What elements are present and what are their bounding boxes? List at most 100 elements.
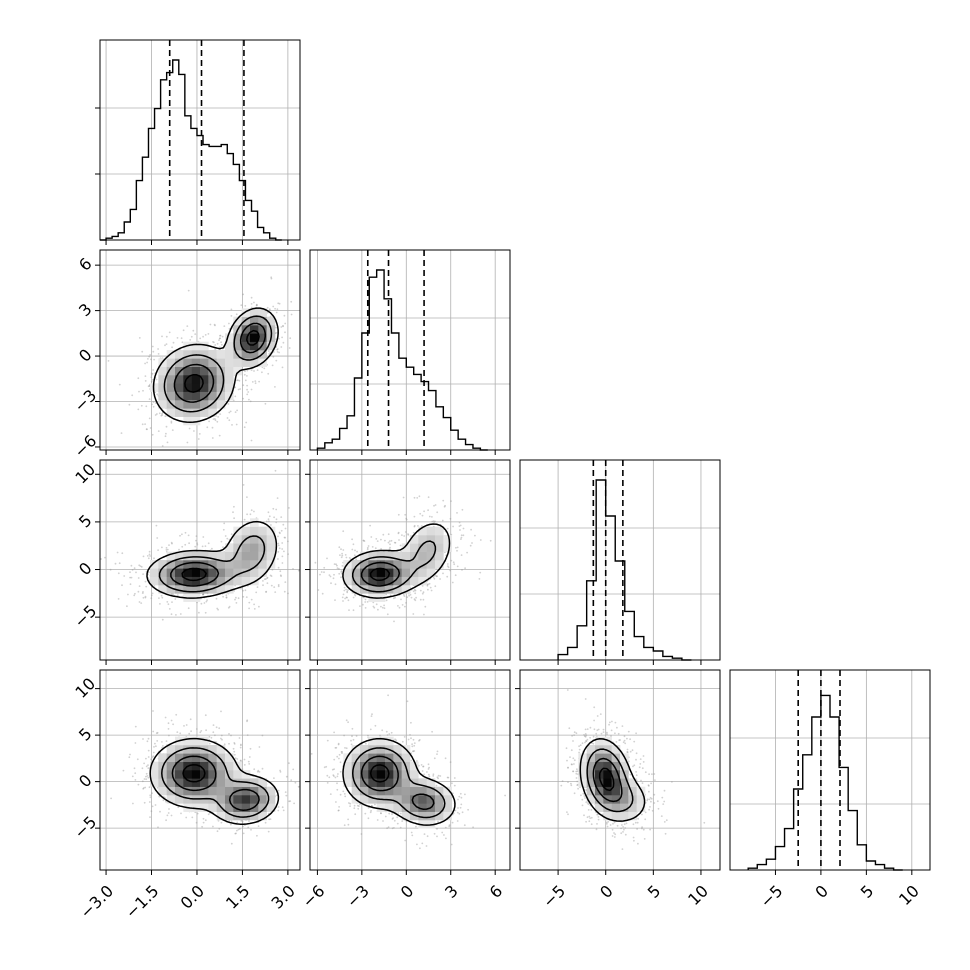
density-cell — [200, 761, 209, 771]
scatter-point — [410, 831, 413, 834]
scatter-point — [479, 539, 482, 541]
scatter-point — [137, 783, 140, 786]
scatter-point — [176, 731, 179, 733]
scatter-point — [154, 804, 157, 806]
scatter-point — [364, 601, 367, 603]
scatter-point — [139, 565, 142, 567]
scatter-point — [220, 821, 223, 824]
density-cell — [241, 325, 251, 334]
density-cell — [183, 576, 192, 586]
scatter-point — [464, 793, 466, 796]
scatter-point — [412, 750, 414, 753]
scatter-point — [401, 604, 404, 606]
density-cell — [208, 551, 217, 561]
scatter-point — [413, 744, 416, 747]
scatter-point — [340, 576, 342, 579]
scatter-point — [248, 601, 251, 604]
scatter-point — [165, 740, 168, 742]
scatter-point — [330, 582, 332, 585]
scatter-point — [248, 607, 251, 610]
scatter-point — [152, 730, 155, 733]
scatter-point — [218, 827, 221, 830]
scatter-point — [351, 727, 354, 730]
density-cell — [250, 358, 259, 367]
scatter-point — [230, 308, 233, 311]
density-cell — [200, 366, 209, 376]
scatter-point — [479, 571, 482, 574]
scatter-point — [232, 511, 234, 514]
density-cell — [166, 585, 176, 594]
scatter-point — [253, 768, 256, 771]
density-cell — [191, 408, 201, 417]
scatter-point — [179, 732, 182, 735]
scatter-point — [204, 334, 207, 336]
scatter-point — [345, 747, 348, 750]
scatter-point — [323, 766, 326, 769]
scatter-point — [453, 784, 456, 787]
scatter-point — [343, 589, 346, 592]
scatter-point — [284, 581, 287, 583]
density-cell — [225, 333, 234, 342]
scatter-point — [211, 547, 213, 550]
density-cell — [266, 543, 276, 552]
scatter-point — [413, 525, 416, 528]
scatter-point — [265, 520, 268, 523]
scatter-point — [342, 549, 345, 551]
scatter-point — [212, 825, 214, 828]
scatter-point — [230, 533, 233, 536]
scatter-point — [280, 346, 283, 348]
scatter-point — [349, 805, 351, 807]
scatter-point — [121, 584, 123, 587]
scatter-point — [172, 593, 175, 596]
scatter-point — [268, 353, 270, 355]
scatter-point — [187, 289, 190, 292]
scatter-point — [151, 372, 154, 375]
scatter-point — [217, 416, 220, 418]
density-cell — [175, 400, 184, 409]
scatter-point — [340, 556, 343, 559]
scatter-point — [280, 529, 283, 532]
density-cell — [225, 560, 234, 569]
scatter-point — [337, 743, 340, 746]
scatter-point — [161, 596, 164, 599]
scatter-point — [214, 348, 217, 351]
scatter-point — [233, 742, 236, 744]
density-cell — [216, 366, 226, 376]
density-cell — [166, 770, 176, 779]
scatter-point — [332, 577, 335, 580]
scatter-point — [151, 592, 154, 595]
scatter-point — [140, 602, 143, 604]
scatter-point — [290, 300, 293, 303]
density-cell — [233, 341, 242, 351]
scatter-point — [192, 329, 195, 332]
scatter-point — [161, 618, 164, 621]
scatter-point — [472, 826, 474, 829]
density-cell — [418, 568, 427, 577]
scatter-point — [236, 758, 239, 760]
scatter-point — [478, 578, 481, 580]
scatter-point — [129, 583, 132, 586]
scatter-point — [151, 433, 154, 436]
scatter-point — [276, 351, 279, 353]
scatter-point — [335, 801, 337, 803]
scatter-point — [342, 530, 345, 533]
scatter-point — [461, 569, 463, 571]
scatter-point — [153, 746, 155, 748]
scatter-point — [230, 842, 233, 845]
scatter-point — [406, 596, 409, 599]
density-cell — [250, 560, 259, 569]
scatter-point — [165, 432, 167, 435]
scatter-point — [166, 601, 169, 603]
scatter-point — [219, 413, 222, 415]
density-cell — [351, 786, 361, 796]
density-cell — [241, 350, 251, 359]
scatter-point — [144, 595, 147, 598]
scatter-point — [223, 325, 226, 327]
scatter-point — [172, 723, 175, 726]
scatter-point — [196, 542, 199, 545]
scatter-point — [290, 313, 293, 316]
scatter-point — [274, 307, 276, 310]
scatter-point — [188, 542, 191, 545]
scatter-point — [267, 350, 270, 352]
scatter-point — [436, 776, 439, 779]
